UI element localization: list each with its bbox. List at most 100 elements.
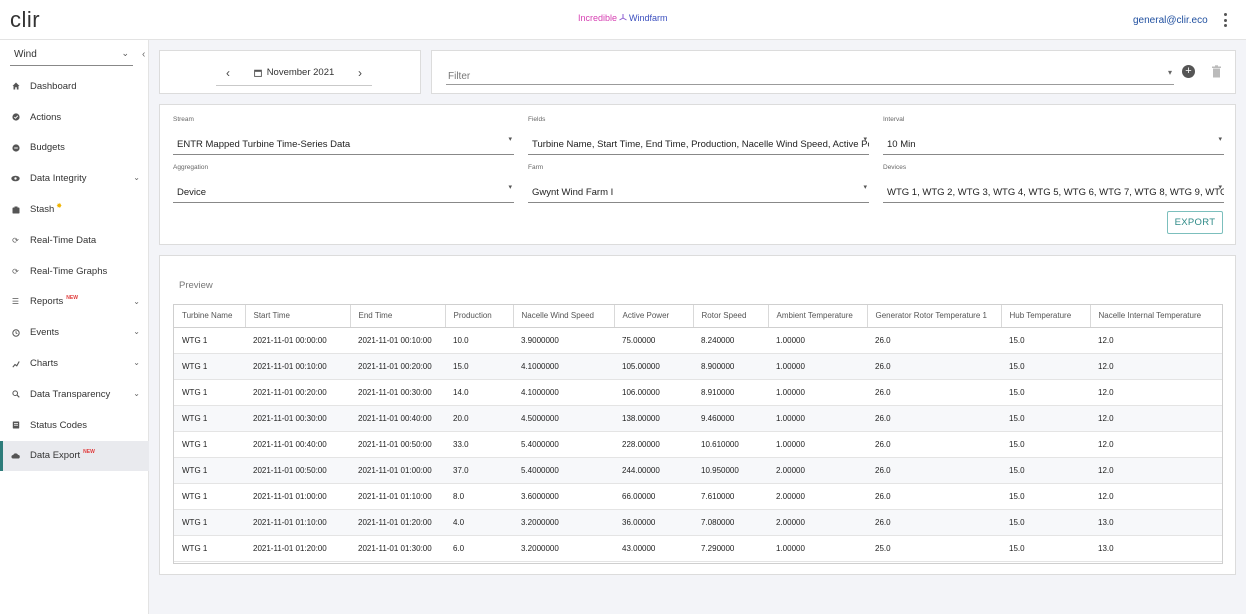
table-cell: 1.00000 — [768, 353, 867, 380]
table-cell: 26.0 — [867, 405, 1001, 432]
collapse-sidebar-icon[interactable]: ‹ — [142, 49, 146, 60]
table-cell: 13.0 — [1090, 535, 1222, 562]
sidebar-item-status-codes[interactable]: Status Codes — [0, 410, 149, 441]
table-cell: 2021-11-01 00:30:00 — [245, 405, 350, 432]
interval-select[interactable]: 10 Min ▾ — [883, 134, 1224, 155]
table-cell: WTG 1 — [174, 379, 245, 406]
table-cell: 12.0 — [1090, 483, 1222, 510]
table-cell: 2021-11-01 01:00:00 — [350, 457, 445, 484]
column-header[interactable]: Active Power — [614, 305, 694, 328]
filter-input[interactable]: Filter ▾ — [446, 65, 1174, 85]
domain-select[interactable]: Wind ⌄ — [10, 46, 133, 66]
sidebar-item-label: Real-Time Graphs — [30, 265, 108, 277]
column-header[interactable]: Nacelle Wind Speed — [513, 305, 615, 328]
dropdown-arrow-icon: ▾ — [863, 136, 867, 143]
month-picker: ‹ November 2021 › — [216, 60, 372, 86]
table-cell: 138.00000 — [614, 405, 693, 432]
table-row: WTG 1 2021-11-01 01:20:00 2021-11-01 01:30… — [174, 535, 1222, 562]
table-cell: 2.00000 — [768, 457, 867, 484]
next-month-button[interactable]: › — [357, 65, 362, 80]
table-cell: 12.0 — [1090, 457, 1222, 484]
table-cell: 2021-11-01 00:40:00 — [245, 431, 350, 458]
devices-select[interactable]: WTG 1, WTG 2, WTG 3, WTG 4, WTG 5, WTG 6… — [883, 182, 1224, 203]
table-cell: 1.00000 — [768, 535, 867, 562]
column-header[interactable]: Nacelle Internal Temperature — [1090, 305, 1222, 328]
sidebar-item-real-time-graphs[interactable]: ⟳ Real-Time Graphs — [0, 256, 149, 287]
trash-icon[interactable] — [1211, 65, 1222, 78]
sidebar-item-actions[interactable]: Actions — [0, 102, 149, 133]
table-cell: 33.0 — [445, 431, 513, 458]
add-filter-button[interactable]: + — [1182, 65, 1195, 78]
chevron-down-icon: ⌄ — [133, 388, 140, 398]
table-cell: 26.0 — [867, 457, 1001, 484]
table-cell: 15.0 — [1001, 405, 1090, 432]
table-cell: 12.0 — [1090, 353, 1222, 380]
table-cell: 8.240000 — [693, 327, 768, 354]
column-header[interactable]: Ambient Temperature — [768, 305, 868, 328]
domain-select-value: Wind — [14, 49, 37, 60]
table-cell: 3.9000000 — [513, 327, 614, 354]
sync-icon: ⟳ — [12, 266, 19, 276]
sidebar-item-charts[interactable]: Charts ⌄ — [0, 348, 149, 379]
export-button[interactable]: EXPORT — [1167, 211, 1223, 234]
aggregation-value: Device — [177, 187, 207, 198]
home-icon — [11, 82, 20, 91]
sidebar-item-data-transparency[interactable]: Data Transparency ⌄ — [0, 379, 149, 410]
previous-month-button[interactable]: ‹ — [226, 65, 230, 80]
table-cell: 15.0 — [1001, 457, 1090, 484]
sidebar-item-dashboard[interactable]: Dashboard — [0, 71, 149, 102]
preview-table-container[interactable]: Turbine Name Start Time End Time Production… — [173, 304, 1223, 564]
aggregation-select[interactable]: Device ▾ — [173, 182, 514, 203]
table-cell: WTG 1 — [174, 327, 245, 354]
table-cell: 2.00000 — [768, 509, 867, 536]
stream-label: Stream — [173, 116, 194, 123]
table-cell: 1.00000 — [768, 431, 867, 458]
column-header[interactable]: Hub Temperature — [1001, 305, 1091, 328]
sidebar-item-data-integrity[interactable]: Data Integrity ⌄ — [0, 163, 149, 194]
sidebar-item-stash[interactable]: Stash ✸ — [0, 194, 149, 225]
table-cell: 15.0 — [1001, 353, 1090, 380]
table-cell: 26.0 — [867, 431, 1001, 458]
table-cell: WTG 1 — [174, 509, 245, 536]
table-row: WTG 1 2021-11-01 00:10:00 2021-11-01 00:20… — [174, 353, 1222, 380]
star-icon: ✸ — [56, 202, 63, 210]
sidebar-item-data-export[interactable]: Data Export NEW — [0, 440, 149, 472]
account-email[interactable]: general@clir.eco — [1133, 15, 1208, 26]
column-header[interactable]: Generator Rotor Temperature 1 — [867, 305, 1002, 328]
table-cell: 12.0 — [1090, 379, 1222, 406]
sidebar-item-events[interactable]: Events ⌄ — [0, 317, 149, 348]
table-cell: 2021-11-01 00:30:00 — [350, 379, 445, 406]
table-header-row: Turbine Name Start Time End Time Production… — [174, 305, 1222, 328]
column-header[interactable]: Turbine Name — [174, 305, 246, 328]
farm-select[interactable]: Gwynt Wind Farm I ▾ — [528, 182, 869, 203]
table-cell: WTG 1 — [174, 535, 245, 562]
table-cell: 2021-11-01 00:00:00 — [245, 327, 350, 354]
month-label-wrap[interactable]: November 2021 — [253, 67, 334, 78]
sidebar-item-label: Data Transparency — [30, 388, 111, 400]
sidebar-item-budgets[interactable]: Budgets — [0, 133, 149, 164]
table-cell: 26.0 — [867, 353, 1001, 380]
stream-select[interactable]: ENTR Mapped Turbine Time-Series Data ▾ — [173, 134, 514, 155]
column-header[interactable]: Start Time — [245, 305, 351, 328]
more-options-icon[interactable] — [1219, 12, 1231, 28]
sidebar-item-reports[interactable]: ☰ Reports NEW ⌄ — [0, 287, 149, 318]
table-cell: 15.0 — [1001, 509, 1090, 536]
table-cell: 2021-11-01 00:20:00 — [245, 379, 350, 406]
table-cell: 15.0 — [1001, 327, 1090, 354]
column-header[interactable]: End Time — [350, 305, 446, 328]
chevron-down-icon: ⌄ — [133, 173, 140, 183]
fields-field: Fields Turbine Name, Start Time, End Tim… — [528, 116, 869, 156]
clir-logo[interactable]: clir — [10, 7, 41, 32]
sidebar-item-real-time-data[interactable]: ⟳ Real-Time Data — [0, 225, 149, 256]
table-cell: 3.6000000 — [513, 483, 614, 510]
table-cell: 3.2000000 — [513, 509, 614, 536]
column-header[interactable]: Production — [445, 305, 514, 328]
new-badge: NEW — [83, 448, 95, 455]
fields-select[interactable]: Turbine Name, Start Time, End Time, Prod… — [528, 134, 869, 155]
dropdown-arrow-icon: ▾ — [508, 184, 512, 191]
column-header[interactable]: Rotor Speed — [693, 305, 769, 328]
table-cell: 26.0 — [867, 327, 1001, 354]
cloud-icon — [11, 451, 20, 460]
stash-icon — [11, 205, 20, 214]
table-cell: 26.0 — [867, 509, 1001, 536]
